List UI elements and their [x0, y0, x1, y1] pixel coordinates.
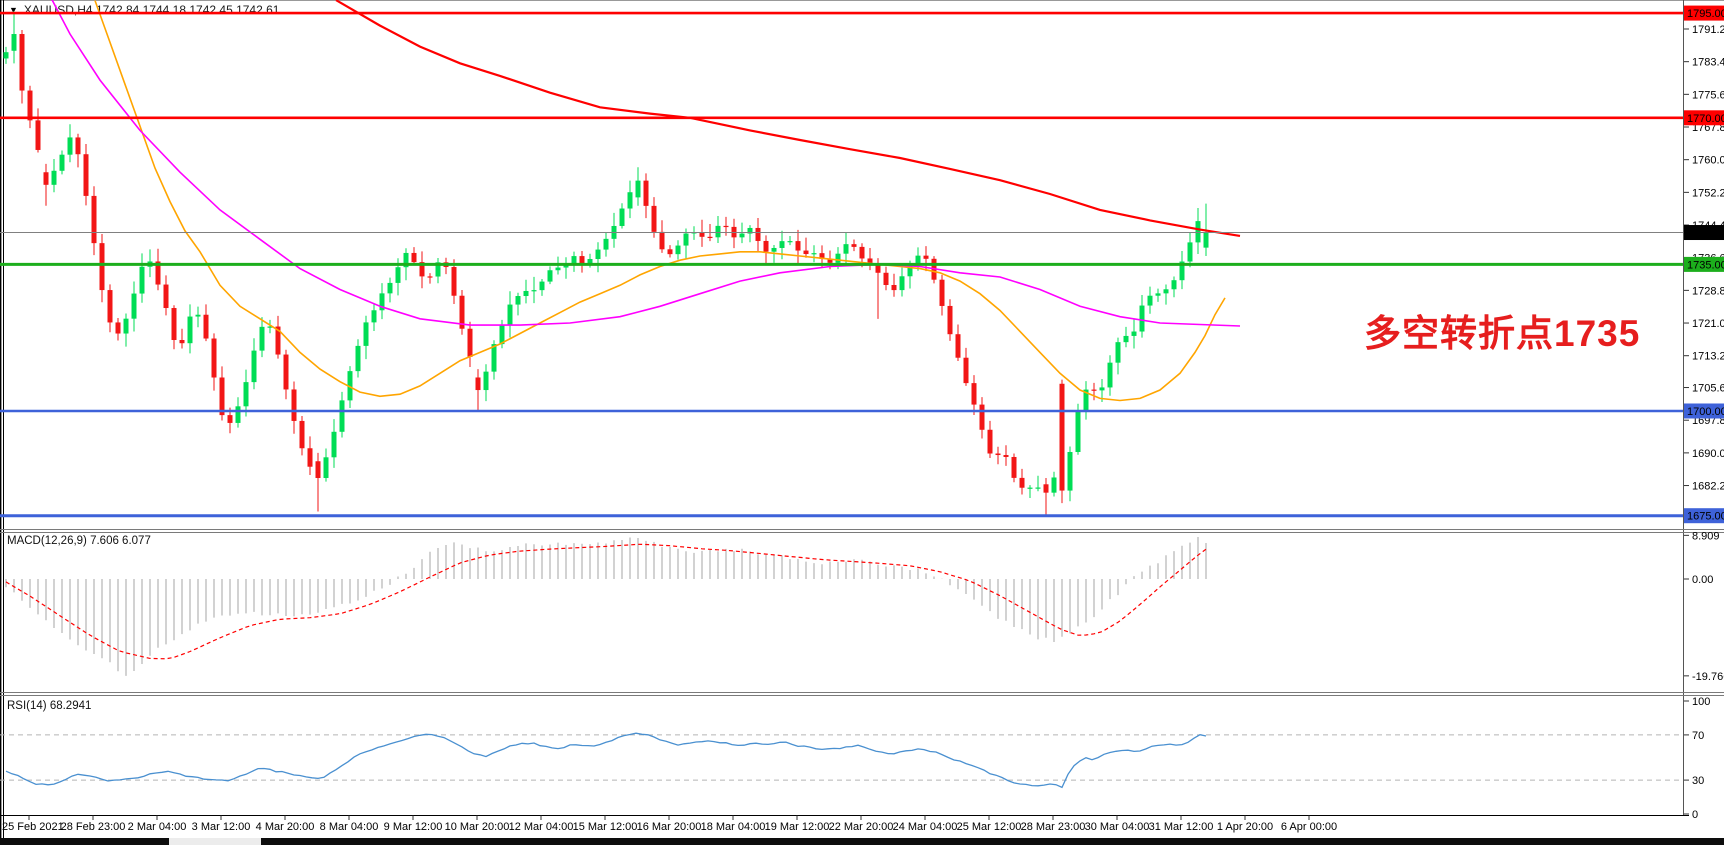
time-axis-label: 10 Mar 20:00 — [445, 821, 510, 833]
price-axis-label: 1690.00 — [1692, 448, 1724, 460]
time-axis-label: 15 Mar 12:00 — [573, 821, 638, 833]
rsi-panel: 100 70 30 0 — [0, 696, 1710, 821]
price-axis-label: 1775.60 — [1692, 89, 1724, 101]
moving-averages — [51, 0, 1241, 402]
time-axis-label: 28 Mar 23:00 — [1021, 821, 1086, 833]
price-axis-label: 1728.80 — [1692, 285, 1724, 297]
price-badge: 1700.00 — [1687, 406, 1724, 418]
time-axis-label: 12 Mar 04:00 — [509, 821, 574, 833]
candles — [3, 10, 1209, 515]
price-badge: 1742.61 — [1687, 228, 1724, 240]
macd-signal-line — [5, 543, 1207, 660]
time-axis-label: 1 Apr 20:00 — [1217, 821, 1273, 833]
macd-indicator-label: MACD(12,26,9) 7.606 6.077 — [7, 535, 151, 547]
rsi-axis-label: 100 — [1692, 696, 1710, 708]
price-badge: 1795.00 — [1687, 8, 1724, 20]
time-axis-label: 19 Mar 12:00 — [765, 821, 830, 833]
symbol-dropdown-arrow-icon[interactable]: ▼ — [9, 5, 18, 15]
price-badge: 1735.00 — [1687, 259, 1724, 271]
ma-orange — [94, 0, 1226, 402]
time-axis-label: 6 Apr 00:00 — [1281, 821, 1337, 833]
time-axis-label: 4 Mar 20:00 — [256, 821, 315, 833]
time-axis-label: 3 Mar 12:00 — [192, 821, 251, 833]
price-axis-label: 1791.20 — [1692, 24, 1724, 36]
horizontal-lines — [0, 11, 1683, 518]
rsi-axis-label: 0 — [1692, 809, 1698, 821]
rsi-axis-label: 70 — [1692, 730, 1704, 742]
rsi-axis-label: 30 — [1692, 775, 1704, 787]
macd-axis-label: 8.909 — [1692, 530, 1720, 542]
time-axis-label: 8 Mar 04:00 — [320, 821, 379, 833]
macd-axis-label: -19.766 — [1692, 671, 1724, 683]
price-axis: 1791.201783.401775.601767.801760.001752.… — [1684, 5, 1724, 525]
price-axis-label: 1783.40 — [1692, 57, 1724, 69]
macd-panel: 8.909 0.00 -19.766 — [5, 530, 1724, 683]
price-axis-label: 1721.00 — [1692, 318, 1724, 330]
time-axis-label: 25 Feb 2021 — [2, 821, 64, 833]
time-axis-label: 16 Mar 20:00 — [637, 821, 702, 833]
ma-magenta — [51, 0, 1241, 327]
price-axis-label: 1713.20 — [1692, 351, 1724, 363]
price-axis-label: 1682.20 — [1692, 481, 1724, 493]
price-axis-label: 1705.60 — [1692, 383, 1724, 395]
time-axis-label: 28 Feb 23:00 — [61, 821, 126, 833]
rsi-line — [5, 732, 1207, 789]
price-axis-label: 1752.20 — [1692, 187, 1724, 199]
time-axis-label: 9 Mar 12:00 — [384, 821, 443, 833]
time-axis-label: 22 Mar 20:00 — [829, 821, 894, 833]
macd-axis-label: 0.00 — [1692, 574, 1713, 586]
time-axis-label: 30 Mar 04:00 — [1085, 821, 1150, 833]
price-axis-label: 1760.00 — [1692, 155, 1724, 167]
bottom-taskbar — [0, 838, 1724, 845]
annotation-text: 多空转折点1735 — [1364, 313, 1641, 354]
time-axis-label: 31 Mar 12:00 — [1149, 821, 1214, 833]
rsi-indicator-label: RSI(14) 68.2941 — [7, 700, 92, 712]
price-badge: 1770.00 — [1687, 113, 1724, 125]
time-axis-label: 25 Mar 12:00 — [957, 821, 1022, 833]
ma-slow-red — [335, 0, 1241, 237]
time-axis-label: 2 Mar 04:00 — [128, 821, 187, 833]
price-badge: 1675.00 — [1687, 511, 1724, 523]
time-axis-label: 24 Mar 04:00 — [893, 821, 958, 833]
time-axis-label: 18 Mar 04:00 — [701, 821, 766, 833]
taskbar-segment[interactable] — [169, 838, 261, 845]
